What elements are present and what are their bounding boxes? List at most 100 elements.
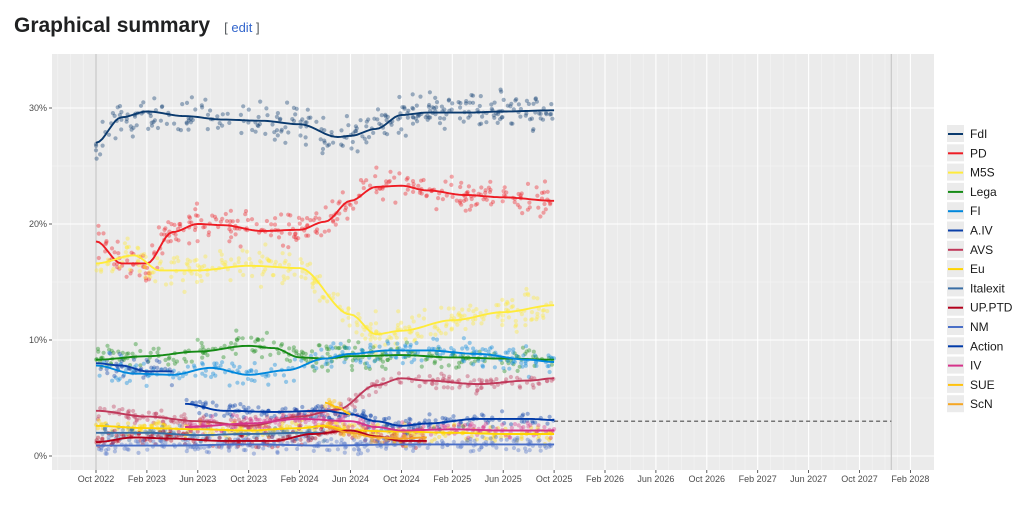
poll-point [314, 211, 319, 216]
poll-point [525, 207, 531, 212]
poll-point [403, 343, 408, 348]
poll-point [489, 436, 494, 441]
poll-point [338, 341, 343, 346]
poll-point [375, 357, 380, 362]
poll-point [489, 378, 494, 384]
poll-point [232, 403, 238, 408]
poll-point [545, 421, 550, 426]
poll-point [465, 437, 470, 443]
poll-point [436, 344, 441, 349]
poll-point [206, 230, 212, 235]
poll-point [166, 220, 171, 225]
poll-point [425, 356, 430, 361]
poll-point [241, 447, 246, 453]
legend-label: A.IV [970, 224, 993, 238]
poll-point [360, 426, 365, 431]
poll-point [362, 438, 367, 443]
poll-point [520, 345, 526, 350]
poll-point [328, 421, 334, 426]
legend-label: Eu [970, 262, 985, 276]
poll-point [469, 421, 474, 426]
poll-point [456, 422, 461, 427]
edit-link[interactable]: edit [231, 20, 253, 35]
poll-point [188, 259, 193, 264]
poll-point [465, 384, 470, 389]
poll-point [376, 431, 381, 436]
poll-point [184, 261, 189, 266]
poll-point [249, 378, 254, 383]
poll-point [342, 424, 347, 429]
poll-point [520, 211, 525, 216]
poll-point [481, 424, 486, 429]
poll-point [500, 409, 505, 414]
poll-point [239, 130, 244, 136]
poll-point [485, 436, 490, 441]
poll-point [385, 132, 390, 137]
poll-point [286, 212, 291, 217]
poll-point [95, 417, 100, 422]
poll-point [253, 417, 259, 422]
poll-point [346, 338, 351, 344]
poll-point [398, 115, 403, 120]
poll-point [171, 256, 176, 261]
poll-point [320, 151, 325, 156]
poll-point [445, 417, 450, 422]
poll-point [194, 272, 199, 277]
poll-point [145, 359, 150, 365]
poll-point [240, 336, 245, 341]
poll-point [249, 369, 254, 374]
poll-point [184, 449, 189, 454]
poll-point [320, 404, 325, 409]
poll-point [475, 107, 480, 112]
poll-point [455, 444, 461, 449]
poll-point [325, 346, 330, 351]
x-tick-label: Feb 2024 [281, 474, 319, 484]
poll-point [225, 111, 230, 116]
poll-point [126, 244, 131, 249]
poll-point [293, 231, 298, 236]
poll-point [157, 438, 162, 443]
poll-point [158, 438, 163, 444]
poll-point [103, 421, 108, 426]
poll-point [189, 421, 194, 426]
poll-point [266, 258, 272, 264]
poll-point [286, 245, 291, 250]
poll-point [306, 115, 311, 120]
poll-point [416, 183, 421, 188]
poll-point [329, 437, 334, 442]
poll-point [296, 215, 302, 220]
poll-point [117, 408, 122, 413]
poll-point [324, 359, 329, 364]
poll-point [450, 352, 455, 357]
poll-point [174, 237, 179, 242]
poll-point [160, 419, 165, 424]
poll-point [408, 342, 413, 347]
poll-point [403, 344, 408, 349]
edit-bracket-open: [ [224, 20, 228, 35]
poll-point [359, 451, 364, 456]
poll-point [435, 425, 440, 430]
poll-point [96, 231, 101, 236]
poll-point [193, 107, 198, 112]
poll-point [233, 232, 238, 237]
poll-point [375, 422, 380, 427]
poll-point [275, 449, 280, 454]
x-tick-label: Jun 2024 [332, 474, 369, 484]
poll-point [338, 416, 343, 421]
poll-point [404, 340, 409, 345]
poll-point [236, 256, 241, 261]
poll-point [374, 165, 379, 170]
poll-point [515, 354, 520, 359]
poll-point [200, 371, 205, 376]
poll-point [330, 346, 335, 351]
poll-point [154, 422, 159, 427]
poll-point [310, 285, 315, 290]
poll-point [270, 434, 275, 440]
poll-point [424, 193, 429, 198]
poll-point [147, 271, 152, 276]
poll-point [220, 112, 225, 117]
poll-point [397, 171, 402, 176]
poll-point [418, 94, 423, 99]
poll-point [290, 117, 295, 122]
poll-point [381, 417, 387, 422]
